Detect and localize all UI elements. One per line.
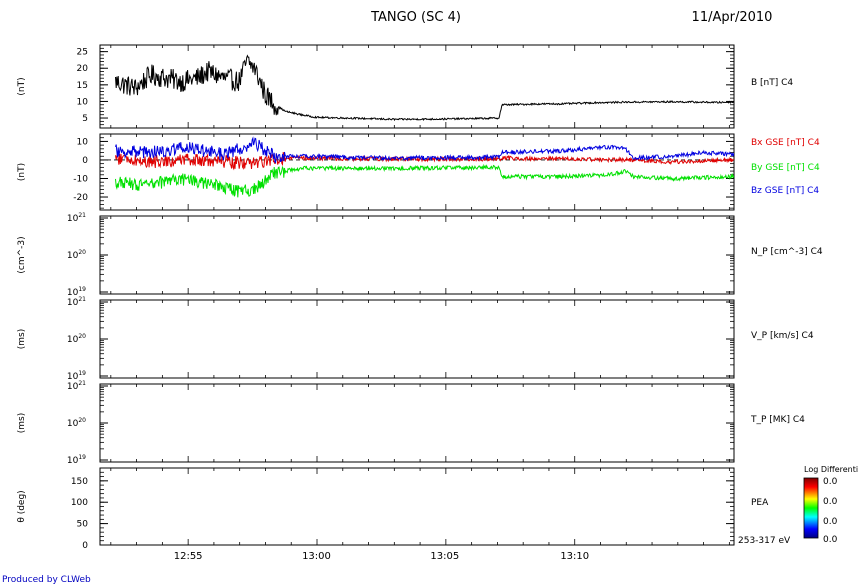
y-tick-label: 150 [71, 477, 88, 487]
colorbar-tick-label: 0.0 [823, 517, 838, 527]
y-tick-label: -20 [73, 193, 88, 203]
y-tick-label: 5 [82, 114, 88, 124]
y-tick-label: 0 [82, 156, 88, 166]
panel-frame [99, 44, 735, 129]
panel-frame [99, 467, 735, 546]
series-line [115, 54, 734, 122]
panel-1: (nT) 5 10 15 20 25 B [nT] C4 [17, 44, 793, 129]
series-label: V_P [km/s] C4 [751, 331, 814, 341]
x-tick-label: 13:05 [430, 551, 459, 562]
panel-6: θ (deg) 0 50 100 150 PEA 253-317 eV [17, 467, 791, 551]
y-tick-label: 1019 [67, 370, 86, 382]
y-tick-label: 100 [71, 498, 88, 508]
y-tick-label: 1021 [67, 296, 86, 308]
series-label: B [nT] C4 [751, 78, 793, 88]
y-tick-label: 1019 [67, 454, 86, 466]
y-axis-label: θ (deg) [17, 490, 27, 522]
y-tick-label: 1021 [67, 380, 86, 392]
y-tick-label: 0 [82, 541, 88, 551]
y-axis-label: (ms) [17, 413, 27, 433]
colorbar-tick-label: 0.0 [823, 535, 838, 545]
colorbar [803, 477, 819, 539]
legend-entry: Bx GSE [nT] C4 [751, 138, 820, 148]
y-tick-label: 1020 [67, 333, 86, 345]
y-tick-label: 50 [77, 520, 89, 530]
series-line [115, 151, 734, 171]
legend-entry: By GSE [nT] C4 [751, 163, 820, 173]
panel-2: (nT) -20 -10 0 10 Bx GSE [nT] C4 By GSE [nT] C… [17, 133, 820, 211]
panel-frame [99, 133, 735, 211]
y-tick-label: -10 [73, 174, 88, 184]
y-axis-label: (nT) [17, 77, 27, 95]
colorbar-tick-label: 0.0 [823, 477, 838, 487]
y-tick-label: 25 [77, 48, 88, 58]
x-tick-label: 13:10 [560, 551, 589, 562]
plot-title: TANGO (SC 4) [370, 10, 461, 25]
y-tick-label: 10 [77, 97, 89, 107]
y-tick-label: 20 [77, 64, 89, 74]
y-tick-label: 1020 [67, 249, 86, 261]
plot-date: 11/Apr/2010 [692, 10, 773, 25]
panel-4: (ms) 1021 1020 1019 V_P [km/s] C4 [17, 296, 814, 382]
legend-entry: Bz GSE [nT] C4 [751, 186, 819, 196]
colorbar-title: Log Differenti [804, 465, 858, 474]
y-axis-label: (cm^-3) [17, 236, 27, 273]
y-tick-label: 1019 [67, 286, 86, 298]
panel-frame [99, 215, 735, 295]
y-axis-label: (nT) [17, 163, 27, 181]
panel-5: (ms) 1021 1020 1019 T_P [MK] C4 [17, 380, 805, 466]
panel-3: (cm^-3) 1021 1020 1019 N_P [cm^-3] C4 [17, 212, 823, 298]
panel-frame [99, 299, 735, 379]
series-line [115, 136, 734, 164]
series-label: PEA [751, 498, 769, 508]
colorbar-tick-label: 0.0 [823, 497, 838, 507]
energy-range-label: 253-317 eV [738, 536, 791, 546]
x-tick-label: 12:55 [174, 551, 203, 562]
series-label: T_P [MK] C4 [750, 415, 805, 425]
y-tick-label: 1021 [67, 212, 86, 224]
x-tick-label: 13:00 [302, 551, 331, 562]
y-tick-label: 10 [77, 137, 89, 147]
series-line [115, 163, 734, 198]
y-tick-label: 1020 [67, 417, 86, 429]
series-label: N_P [cm^-3] C4 [751, 247, 823, 257]
y-axis-label: (ms) [17, 329, 27, 349]
panel-frame [99, 383, 735, 463]
credit-text: Produced by CLWeb [2, 575, 91, 584]
y-tick-label: 15 [77, 81, 88, 91]
